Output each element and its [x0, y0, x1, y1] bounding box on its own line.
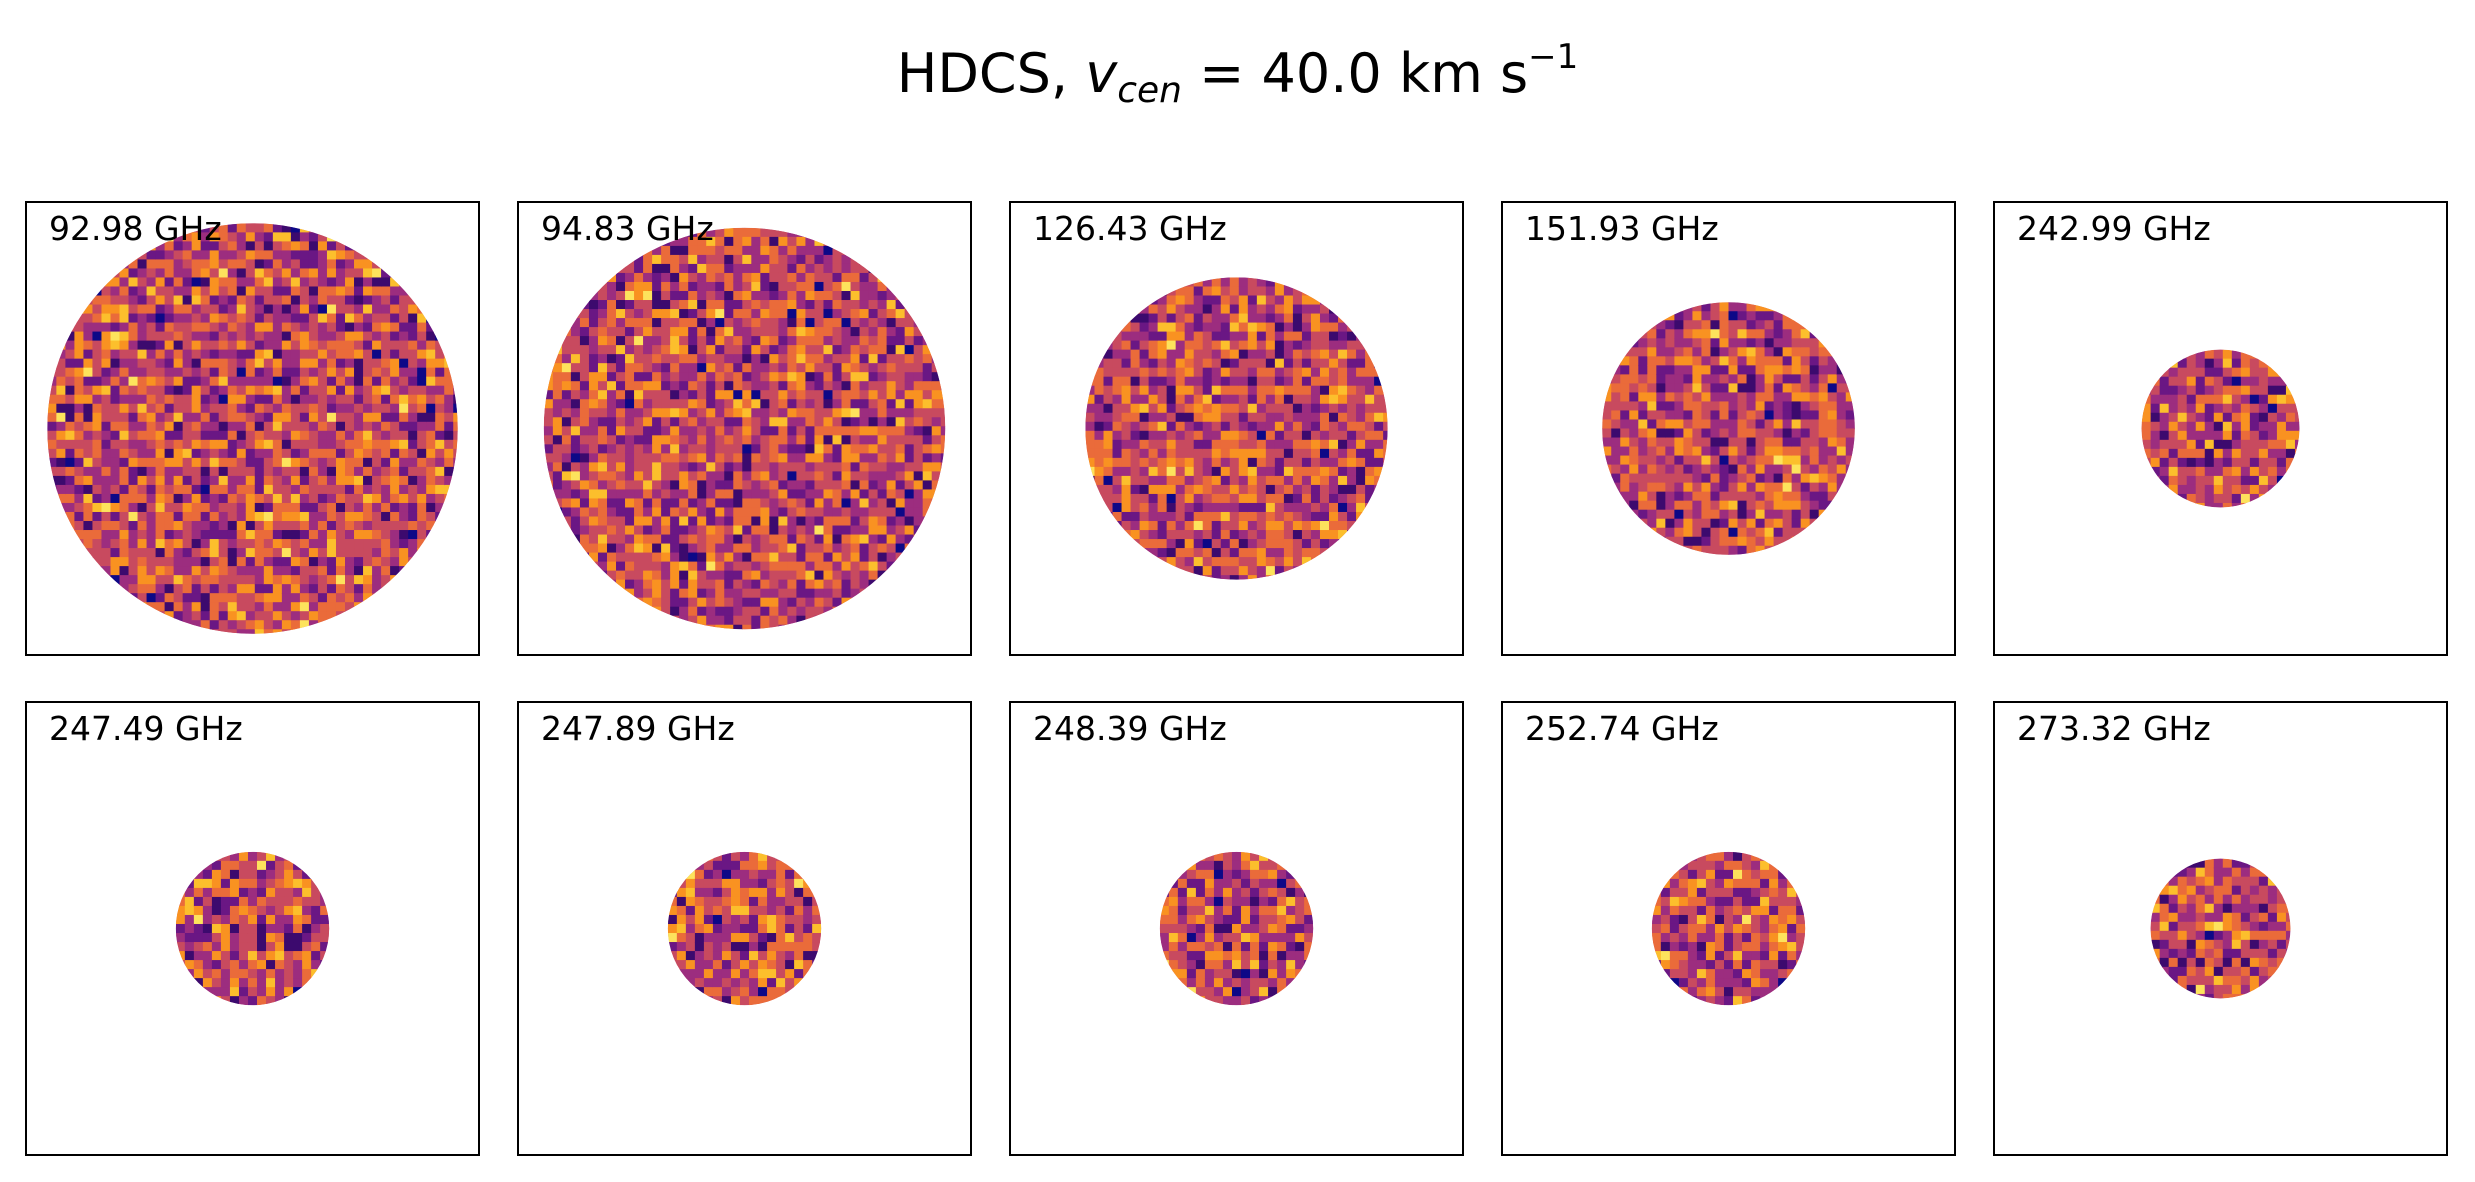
noise-map [47, 223, 458, 634]
frequency-label: 94.83 GHz [541, 209, 714, 248]
frequency-label: 247.49 GHz [49, 709, 243, 748]
map-panel: 242.99 GHz [1993, 201, 2448, 656]
frequency-label: 92.98 GHz [49, 209, 222, 248]
title-equals: = [1181, 42, 1262, 105]
title-variable: v [1085, 42, 1118, 105]
noise-map [543, 227, 946, 630]
frequency-label: 126.43 GHz [1033, 209, 1227, 248]
title-value: 40.0 km s [1261, 42, 1529, 105]
frequency-label: 151.93 GHz [1525, 209, 1719, 248]
noise-map [1085, 277, 1388, 580]
frequency-label: 273.32 GHz [2017, 709, 2211, 748]
map-panel: 151.93 GHz [1501, 201, 1956, 656]
noise-map [1159, 851, 1314, 1006]
noise-map [1651, 851, 1806, 1006]
map-panel: 273.32 GHz [1993, 701, 2448, 1156]
noise-map [2141, 349, 2300, 508]
map-panel: 92.98 GHz [25, 201, 480, 656]
map-panel: 94.83 GHz [517, 201, 972, 656]
noise-map [2150, 858, 2291, 999]
frequency-label: 242.99 GHz [2017, 209, 2211, 248]
map-panel: 252.74 GHz [1501, 701, 1956, 1156]
map-panel: 126.43 GHz [1009, 201, 1464, 656]
figure-title: HDCS, vcen = 40.0 km s−1 [0, 22, 2475, 126]
map-panel: 247.49 GHz [25, 701, 480, 1156]
noise-map [667, 851, 822, 1006]
noise-map [1602, 302, 1855, 555]
map-panel: 248.39 GHz [1009, 701, 1464, 1156]
frequency-label: 247.89 GHz [541, 709, 735, 748]
noise-map [175, 851, 330, 1006]
title-subscript: cen [1117, 70, 1182, 111]
map-panel: 247.89 GHz [517, 701, 972, 1156]
title-prefix: HDCS, [896, 42, 1086, 105]
frequency-label: 252.74 GHz [1525, 709, 1719, 748]
frequency-label: 248.39 GHz [1033, 709, 1227, 748]
title-superscript: −1 [1528, 37, 1579, 77]
